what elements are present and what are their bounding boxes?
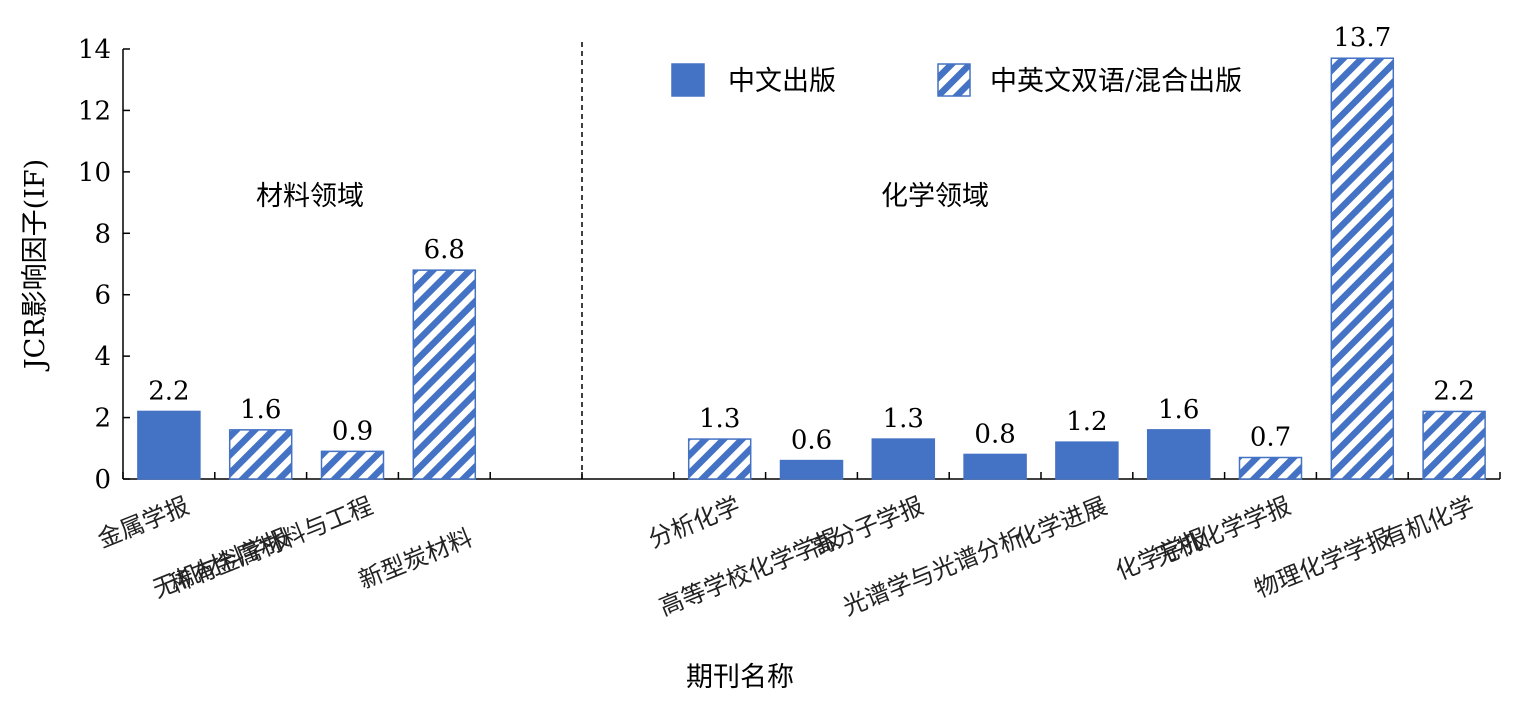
region-label-materials: 材料领域 [256,181,364,212]
legend-label-chinese: 中文出版 [728,66,836,97]
y-tick-label: 0 [94,465,111,495]
region-label-chemistry: 化学领域 [881,181,989,212]
bar [1238,456,1303,480]
bar [228,429,293,480]
legend-swatch-hatched [937,63,971,97]
value-label: 1.2 [1066,407,1107,437]
y-tick-label: 2 [94,404,111,434]
bar [412,269,477,480]
bar [1330,57,1395,480]
y-tick-label: 8 [94,219,111,249]
axes: 0 2 4 6 8 10 12 14 JCR影响因子(IF) 期刊名称 [20,35,1501,693]
bar [320,450,385,480]
bar [1055,441,1119,480]
legend-swatch-solid [671,63,705,97]
value-label: 1.6 [1158,395,1199,425]
category-label: 有机化学 [1379,492,1478,554]
value-label: 0.9 [332,416,373,446]
y-axis-title: JCR影响因子(IF) [20,159,51,372]
bar [963,453,1027,480]
category-label: 化学进展 [1012,492,1111,554]
y-tick-label: 10 [78,158,111,188]
category-label: 物理化学学报 [1251,524,1395,604]
value-label: 2.2 [1433,376,1474,406]
y-tick-label: 12 [78,96,111,126]
y-tick-label: 14 [78,35,111,65]
x-axis-title: 期刊名称 [686,662,794,693]
bar [137,410,201,480]
category-label: 新型炭材料 [355,524,477,595]
value-label: 0.8 [974,419,1015,449]
value-label: 0.6 [791,426,832,456]
bars [137,57,1486,480]
value-label: 1.3 [883,404,924,434]
category-label: 分析化学 [644,492,743,554]
bar [779,459,844,480]
category-label: 稀有金属材料与工程 [166,492,377,599]
value-label: 1.6 [240,395,281,425]
bar [871,438,936,480]
value-label: 0.7 [1250,423,1291,453]
y-tick-label: 4 [94,342,111,372]
value-label: 13.7 [1333,23,1391,53]
bar [1422,410,1486,480]
category-label: 无机化学学报 [1151,492,1295,572]
value-label: 2.2 [148,376,189,406]
category-label: 金属学报 [94,492,193,554]
value-label: 1.3 [699,404,740,434]
bar [687,438,752,480]
bar [1146,429,1211,480]
legend: 中文出版 中英文双语/混合出版 [671,63,1242,97]
value-label: 6.8 [424,235,465,265]
legend-label-bilingual: 中英文双语/混合出版 [990,66,1242,97]
y-tick-label: 6 [94,281,111,311]
labels: 材料领域 化学领域2.2金属学报1.6无机材料学报0.9稀有金属材料与工程6.8新… [94,23,1479,621]
